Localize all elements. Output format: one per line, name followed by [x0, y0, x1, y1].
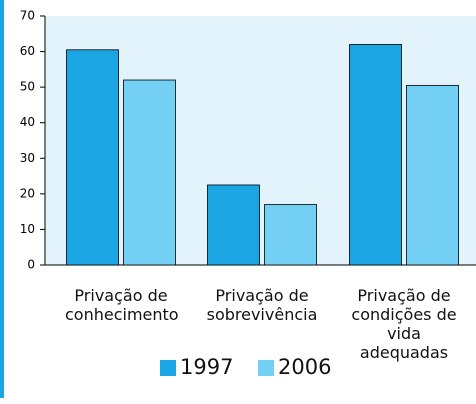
bar	[264, 204, 317, 266]
x-tick-label: Privação de sobrevivência	[206, 286, 318, 324]
bar	[207, 184, 260, 266]
y-tick-label: 30	[20, 151, 35, 165]
y-tick-label: 10	[20, 222, 35, 236]
y-tick-label: 40	[20, 115, 35, 129]
legend-swatch	[258, 360, 274, 376]
x-tick-label: Privação de condições de vida adequadas	[351, 286, 457, 362]
legend-swatch	[160, 360, 176, 376]
y-tick-label: 50	[20, 80, 35, 94]
legend-label: 2006	[278, 355, 332, 379]
x-tick-label: Privação de conhecimento	[65, 286, 179, 324]
bar	[406, 84, 459, 266]
bar	[123, 79, 176, 266]
legend-label: 1997	[180, 355, 234, 379]
y-tick-label: 20	[20, 186, 35, 200]
y-tick-label: 60	[20, 44, 35, 58]
y-tick-label: 0	[27, 258, 35, 272]
side-bar	[0, 0, 4, 398]
bar	[66, 49, 119, 266]
bar	[349, 44, 402, 266]
y-tick-label: 70	[20, 9, 35, 23]
